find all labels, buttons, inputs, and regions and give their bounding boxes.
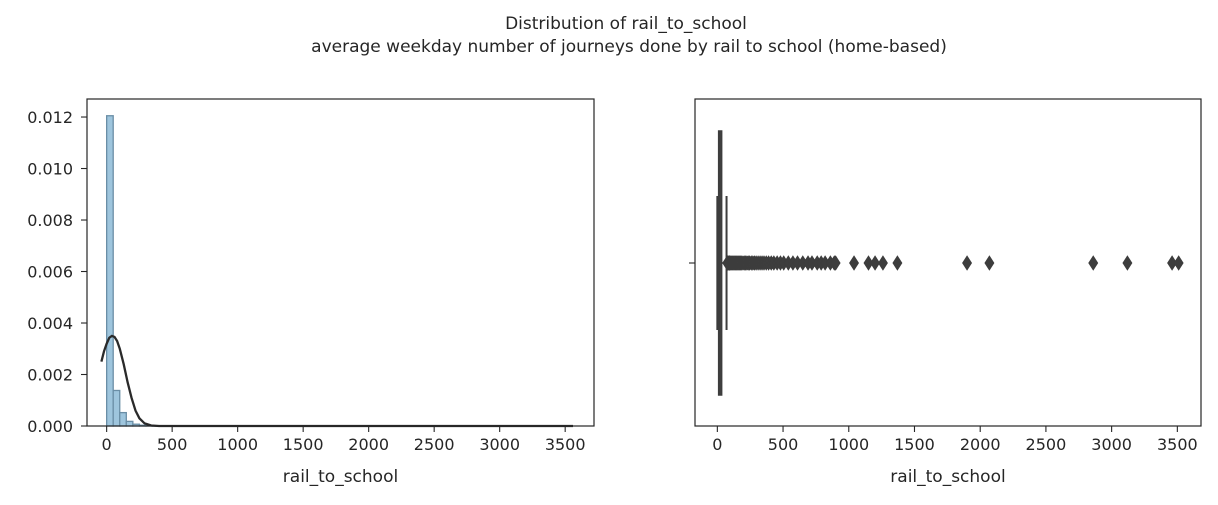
figure-subtitle: average weekday number of journeys done … [311,37,947,57]
figure-title: Distribution of rail_to_school [505,14,747,34]
x-tick-label: 1500 [894,435,935,454]
x-tick-label: 1500 [283,435,324,454]
histogram-bar [120,413,127,426]
histogram-bar [126,421,133,426]
histogram-bar [107,116,114,426]
y-tick-label: 0.010 [27,160,73,179]
x-tick-label: 0 [102,435,112,454]
outlier-point [985,256,994,270]
x-tick-label: 3500 [1157,435,1198,454]
outlier-point [1089,256,1098,270]
x-tick-label: 1000 [217,435,258,454]
outlier-point [893,256,902,270]
histogram-axes-frame [87,99,594,426]
histogram-bar [113,390,120,426]
y-tick-label: 0.000 [27,417,73,436]
outlier-point [1123,256,1132,270]
outlier-point [850,256,859,270]
outlier-point [1174,256,1183,270]
outlier-point [831,256,840,270]
x-tick-label: 0 [712,435,722,454]
boxplot-panel: 0 500 1000 1500 2000 2500 3000 3500 rail_to_scho… [689,99,1201,487]
y-tick-label: 0.008 [27,211,73,230]
x-tick-label: 3000 [1091,435,1132,454]
histogram-panel: 0 500 1000 1500 2000 2500 3000 3500 0.000 0.002 0.… [27,99,594,487]
x-tick-label: 2000 [960,435,1001,454]
x-axis-label: rail_to_school [890,467,1005,487]
x-tick-label: 500 [768,435,799,454]
outlier-point [878,256,887,270]
kde-line [101,336,573,426]
x-tick-label: 1000 [828,435,869,454]
y-tick-label: 0.004 [27,314,73,333]
x-tick-label: 2500 [1026,435,1067,454]
x-tick-label: 3000 [479,435,520,454]
x-tick-label: 2500 [414,435,455,454]
y-tick-label: 0.012 [27,108,73,127]
x-tick-label: 2000 [348,435,389,454]
x-tick-label: 3500 [545,435,586,454]
outlier-point [963,256,972,270]
x-axis-label: rail_to_school [283,467,398,487]
y-tick-label: 0.002 [27,366,73,385]
y-tick-label: 0.006 [27,263,73,282]
x-tick-label: 500 [157,435,188,454]
